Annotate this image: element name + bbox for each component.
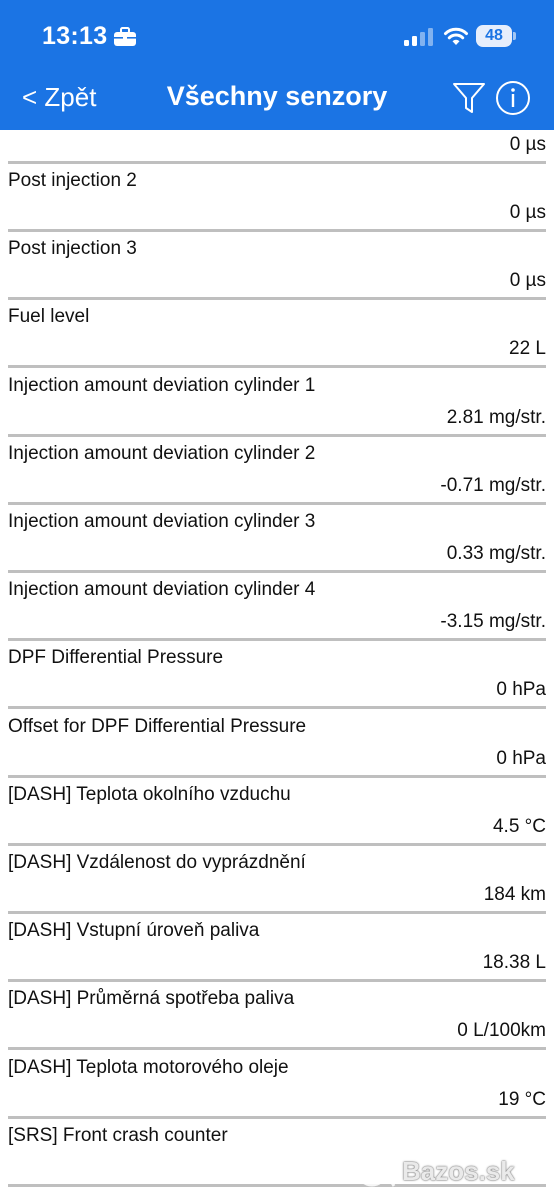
- sensor-row[interactable]: Offset for DPF Differential Pressure 0 hP…: [0, 710, 554, 778]
- sensor-value: 22 L: [509, 338, 546, 360]
- sensor-value: -0.71 mg/str.: [440, 474, 546, 496]
- sensor-name: Injection amount deviation cylinder 3: [8, 511, 316, 532]
- row-divider: [8, 1047, 546, 1051]
- sensor-value: 0 µs: [509, 134, 546, 155]
- sensor-value: 0 hPa: [496, 679, 546, 701]
- row-divider: [8, 297, 546, 301]
- sensor-name: Post injection 3: [8, 238, 137, 260]
- info-icon[interactable]: [495, 80, 531, 116]
- row-divider: [8, 638, 546, 642]
- sensor-row[interactable]: [DASH] Průměrná spotřeba paliva 0 L/100km: [0, 982, 554, 1051]
- sensor-row[interactable]: DPF Differential Pressure 0 hPa: [0, 641, 554, 710]
- bazos-logo-icon: [356, 1155, 396, 1187]
- sensor-name: Injection amount deviation cylinder 4: [8, 579, 316, 601]
- sensor-row[interactable]: Injection amount deviation cylinder 1 2.8…: [0, 369, 554, 437]
- row-divider: [8, 1183, 546, 1187]
- sensor-name: [DASH] Teplota okolního vzduchu: [8, 783, 291, 805]
- back-button[interactable]: < Zpět: [22, 82, 97, 112]
- battery-level: 48: [476, 25, 512, 47]
- row-divider: [8, 161, 546, 164]
- page-title: Všechny senzory: [166, 81, 388, 111]
- sensor-name: Post injection 2: [8, 170, 137, 191]
- sensor-name: [DASH] Vstupní úroveň paliva: [8, 920, 260, 942]
- status-bar: 13:13 48: [0, 0, 554, 70]
- sensor-row[interactable]: [DASH] Vstupní úroveň paliva 18.38 L: [0, 914, 554, 983]
- sensor-value: 0.33 mg/str.: [446, 543, 546, 564]
- watermark: Bazos.sk: [354, 1150, 550, 1194]
- sensor-name: Fuel level: [8, 306, 90, 328]
- sensor-value: 19 °C: [498, 1088, 546, 1110]
- sensor-row[interactable]: [DASH] Teplota motorového oleje 19 °C: [0, 1051, 554, 1119]
- row-divider: [8, 501, 546, 505]
- sensor-value: 4.5 °C: [492, 815, 546, 837]
- sensor-value: 184 km: [483, 884, 546, 905]
- row-divider: [8, 570, 546, 573]
- row-divider: [8, 229, 546, 232]
- app-header: 13:13 48 < Zpět Všechny senzory: [0, 0, 554, 130]
- sensor-value: 0 µs: [509, 270, 546, 292]
- sensor-value: -3.15 mg/str.: [440, 611, 546, 633]
- sensor-value: 2.81 mg/str.: [446, 406, 546, 428]
- row-divider: [8, 911, 546, 914]
- sensor-value: 18.38 L: [482, 952, 546, 974]
- sensor-name: Offset for DPF Differential Pressure: [8, 715, 307, 737]
- sensor-value: 0 hPa: [496, 747, 546, 769]
- row-divider: [8, 1115, 546, 1119]
- sensor-name: Injection amount deviation cylinder 1: [8, 374, 316, 396]
- row-divider: [8, 979, 546, 983]
- signal-icon: [404, 28, 433, 46]
- sensor-row[interactable]: Injection amount deviation cylinder 3 0.3…: [0, 505, 554, 573]
- briefcase-icon: [114, 27, 136, 46]
- sensor-row[interactable]: [DASH] Teplota okolního vzduchu 4.5 °C: [0, 778, 554, 846]
- row-divider: [8, 842, 546, 846]
- sensor-name: Injection amount deviation cylinder 2: [8, 442, 316, 464]
- sensor-value: 0 L/100km: [457, 1020, 546, 1042]
- row-divider: [8, 433, 546, 437]
- sensor-row[interactable]: [DASH] Vzdálenost do vyprázdnění 184 km: [0, 846, 554, 914]
- row-divider: [8, 365, 546, 369]
- watermark-text: Bazos.sk: [402, 1156, 515, 1186]
- sensor-name: [SRS] Front crash counter: [8, 1124, 228, 1146]
- status-time: 13:13: [42, 22, 108, 50]
- sensor-row[interactable]: Fuel level 22 L: [0, 300, 554, 369]
- sensor-row[interactable]: [SRS] Front crash counter: [0, 1119, 554, 1187]
- row-divider: [8, 774, 546, 778]
- sensor-value: 0 µs: [509, 202, 546, 223]
- sensor-row[interactable]: Post injection 3 0 µs: [0, 232, 554, 301]
- sensor-name: DPF Differential Pressure: [8, 647, 224, 669]
- filter-icon[interactable]: [452, 81, 486, 115]
- battery-icon: 48: [476, 25, 516, 47]
- sensor-row[interactable]: Post injection 2 0 µs: [0, 164, 554, 232]
- sensor-row[interactable]: Injection amount deviation cylinder 2 -0.…: [0, 437, 554, 505]
- sensor-name: [DASH] Vzdálenost do vyprázdnění: [8, 852, 306, 873]
- sensor-name: [DASH] Teplota motorového oleje: [8, 1056, 289, 1078]
- wifi-icon: [444, 27, 468, 45]
- sensor-name: [DASH] Průměrná spotřeba paliva: [8, 988, 295, 1010]
- nav-bar: < Zpět Všechny senzory: [0, 70, 554, 130]
- sensor-row[interactable]: 0 µs: [0, 130, 554, 164]
- battery-tip: [513, 32, 516, 40]
- row-divider: [8, 706, 546, 710]
- sensor-row[interactable]: Injection amount deviation cylinder 4 -3.…: [0, 573, 554, 642]
